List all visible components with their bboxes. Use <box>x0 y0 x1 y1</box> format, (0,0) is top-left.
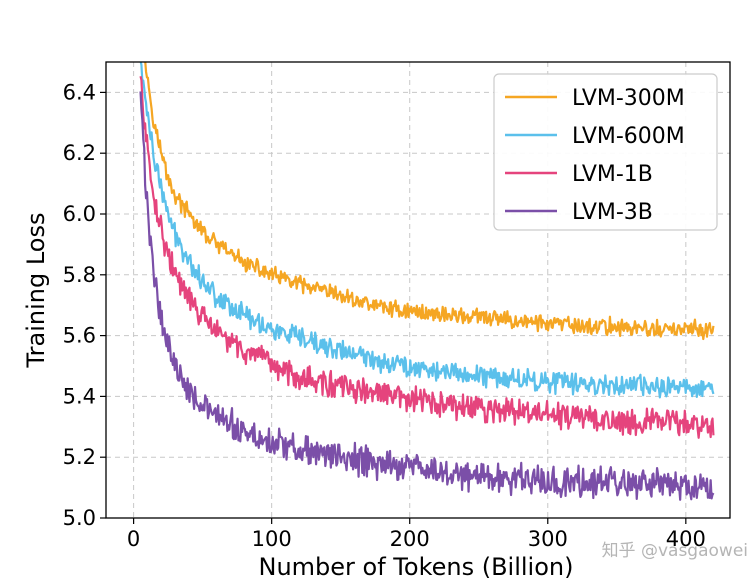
x-axis-label: Number of Tokens (Billion) <box>259 553 574 581</box>
y-tick-label: 5.2 <box>63 445 96 469</box>
legend-label-lvm-600m: LVM-600M <box>572 124 685 149</box>
legend-label-lvm-3b: LVM-3B <box>572 200 653 225</box>
series-line-lvm-1b <box>139 75 715 439</box>
series-line-lvm-600m <box>139 62 715 399</box>
x-tick-label: 400 <box>666 527 706 551</box>
y-tick-label: 6.4 <box>63 80 96 104</box>
y-tick-label: 5.4 <box>63 384 96 408</box>
series-line-lvm-300m <box>144 62 715 341</box>
watermark-text: 知乎 @vasgaowei <box>602 541 748 561</box>
y-tick-label: 5.6 <box>63 324 96 348</box>
legend-box <box>493 73 718 231</box>
y-tick-label: 5.8 <box>63 263 96 287</box>
series-line-lvm-3b <box>139 91 715 501</box>
legend: LVM-300M LVM-600M LVM-1B LVM-3B <box>493 73 718 231</box>
x-tick-label: 300 <box>528 527 568 551</box>
x-tick-label: 200 <box>390 527 430 551</box>
x-tick-label: 100 <box>252 527 292 551</box>
plot-frame <box>105 61 731 519</box>
legend-label-lvm-1b: LVM-1B <box>572 162 653 187</box>
x-tick-label: 0 <box>127 527 140 551</box>
legend-label-lvm-300m: LVM-300M <box>572 86 685 111</box>
y-tick-label: 5.0 <box>63 506 96 530</box>
y-axis-label: Training Loss <box>22 213 50 369</box>
y-tick-label: 6.2 <box>63 141 96 165</box>
y-tick-label: 6.0 <box>63 202 96 226</box>
